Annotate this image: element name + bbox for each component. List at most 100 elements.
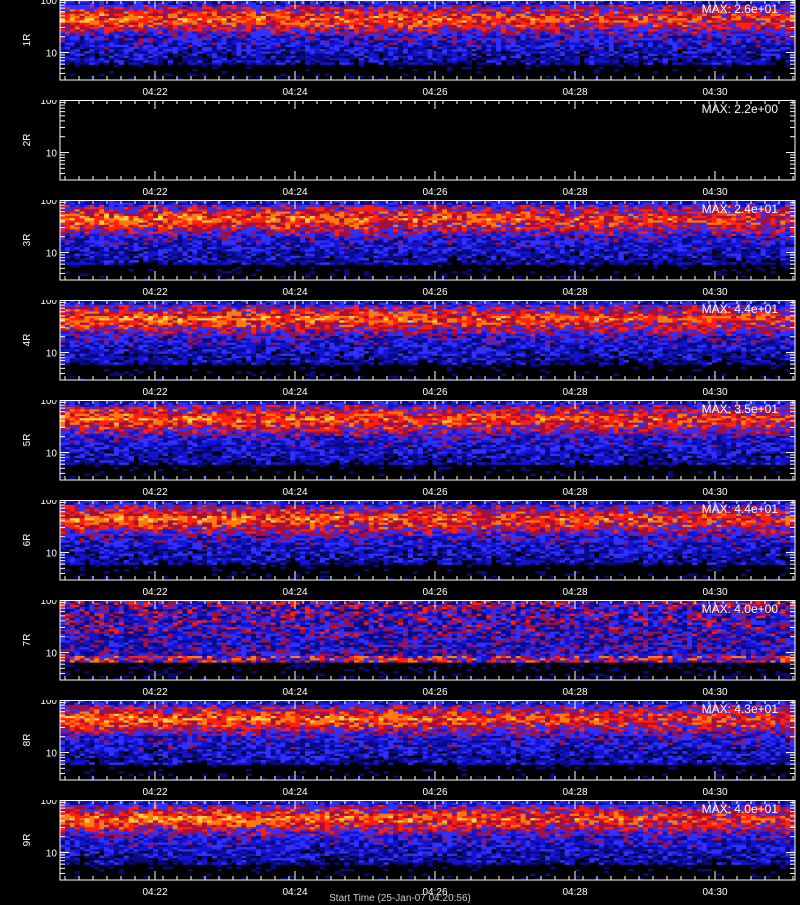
heatmap-cell (540, 47, 545, 50)
heatmap-cell (677, 53, 682, 56)
heatmap-cell (212, 67, 217, 70)
heatmap-cell (418, 36, 423, 39)
heatmap-cell (89, 27, 94, 30)
heatmap-cell (643, 62, 648, 65)
heatmap-cell (589, 47, 594, 50)
heatmap-cell (599, 16, 604, 19)
heatmap-cell (692, 16, 697, 19)
heatmap-cell (148, 7, 153, 10)
heatmap-cell (109, 216, 114, 219)
heatmap-cell (643, 47, 648, 50)
heatmap-cell (65, 7, 70, 10)
heatmap-cell (702, 56, 707, 59)
heatmap-cell (472, 53, 477, 56)
heatmap-cell (682, 51, 687, 54)
heatmap-cell (751, 47, 756, 50)
heatmap-cell (256, 47, 261, 50)
heatmap-cell (364, 7, 369, 10)
heatmap-cell (481, 62, 486, 65)
heatmap-cell (491, 16, 496, 19)
heatmap-cell (320, 27, 325, 30)
heatmap-cell (124, 227, 129, 230)
heatmap-cell (663, 47, 668, 50)
heatmap-cell (114, 236, 119, 239)
heatmap-cell (163, 36, 168, 39)
heatmap-cell (173, 56, 178, 59)
heatmap-cell (349, 27, 354, 30)
heatmap-cell (766, 71, 771, 74)
heatmap-cell (575, 36, 580, 39)
heatmap-cell (80, 247, 85, 250)
heatmap-cell (241, 56, 246, 59)
heatmap-cell (109, 56, 114, 59)
heatmap-cell (565, 49, 570, 52)
heatmap-cell (677, 16, 682, 19)
heatmap-cell (496, 36, 501, 39)
x-tick-label: 04:22 (142, 187, 167, 198)
x-tick-label: 04:28 (562, 87, 587, 98)
heatmap-cell (129, 27, 134, 30)
heatmap-cell (545, 16, 550, 19)
heatmap-cell (148, 36, 153, 39)
heatmap-cell (369, 36, 374, 39)
heatmap-cell (408, 27, 413, 30)
heatmap-cell (134, 7, 139, 10)
heatmap-cell (354, 7, 359, 10)
heatmap-cell (692, 27, 697, 30)
heatmap-cell (295, 56, 300, 59)
heatmap-cell (594, 47, 599, 50)
heatmap-cell (124, 27, 129, 30)
heatmap-cell (413, 16, 418, 19)
heatmap-cell (315, 16, 320, 19)
heatmap-cell (481, 58, 486, 61)
heatmap-cell (452, 47, 457, 50)
heatmap-cell (94, 58, 99, 61)
heatmap-cell (589, 7, 594, 10)
heatmap-cell (584, 27, 589, 30)
heatmap-cell (403, 27, 408, 30)
heatmap-cell (222, 71, 227, 74)
heatmap-cell (285, 76, 290, 79)
heatmap-cell (330, 27, 335, 30)
heatmap-cell (285, 49, 290, 52)
heatmap-cell (330, 36, 335, 39)
heatmap-cell (334, 27, 339, 30)
heatmap-cell (104, 58, 109, 61)
heatmap-cell (75, 256, 80, 259)
heatmap-cell (173, 27, 178, 30)
heatmap-cell (717, 27, 722, 30)
heatmap-cell (780, 16, 785, 19)
heatmap-cell (330, 16, 335, 19)
heatmap-cell (477, 62, 482, 65)
heatmap-cell (511, 7, 516, 10)
heatmap-cell (344, 47, 349, 50)
heatmap-cell (138, 227, 143, 230)
heatmap-cell (746, 27, 751, 30)
heatmap-cell (555, 49, 560, 52)
heatmap-cell (491, 47, 496, 50)
heatmap-cell (638, 7, 643, 10)
heatmap-cell (648, 7, 653, 10)
heatmap-cell (207, 27, 212, 30)
heatmap-cell (643, 27, 648, 30)
heatmap-cell (80, 16, 85, 19)
heatmap-cell (437, 56, 442, 59)
heatmap-cell (432, 47, 437, 50)
heatmap-cell (256, 27, 261, 30)
y-tick-label: 100 (40, 100, 57, 107)
heatmap-cell (369, 16, 374, 19)
heatmap-cell (310, 16, 315, 19)
heatmap-cell (575, 47, 580, 50)
heatmap-cell (785, 27, 790, 30)
heatmap-cell (251, 27, 256, 30)
heatmap-cell (109, 16, 114, 19)
heatmap-cell (545, 7, 550, 10)
heatmap-cell (89, 207, 94, 210)
heatmap-cell (383, 56, 388, 59)
heatmap-cell (80, 236, 85, 239)
heatmap-cell (85, 36, 90, 39)
heatmap-cell (85, 47, 90, 50)
heatmap-cell (756, 58, 761, 61)
heatmap-cell (388, 27, 393, 30)
heatmap-cell (619, 27, 624, 30)
